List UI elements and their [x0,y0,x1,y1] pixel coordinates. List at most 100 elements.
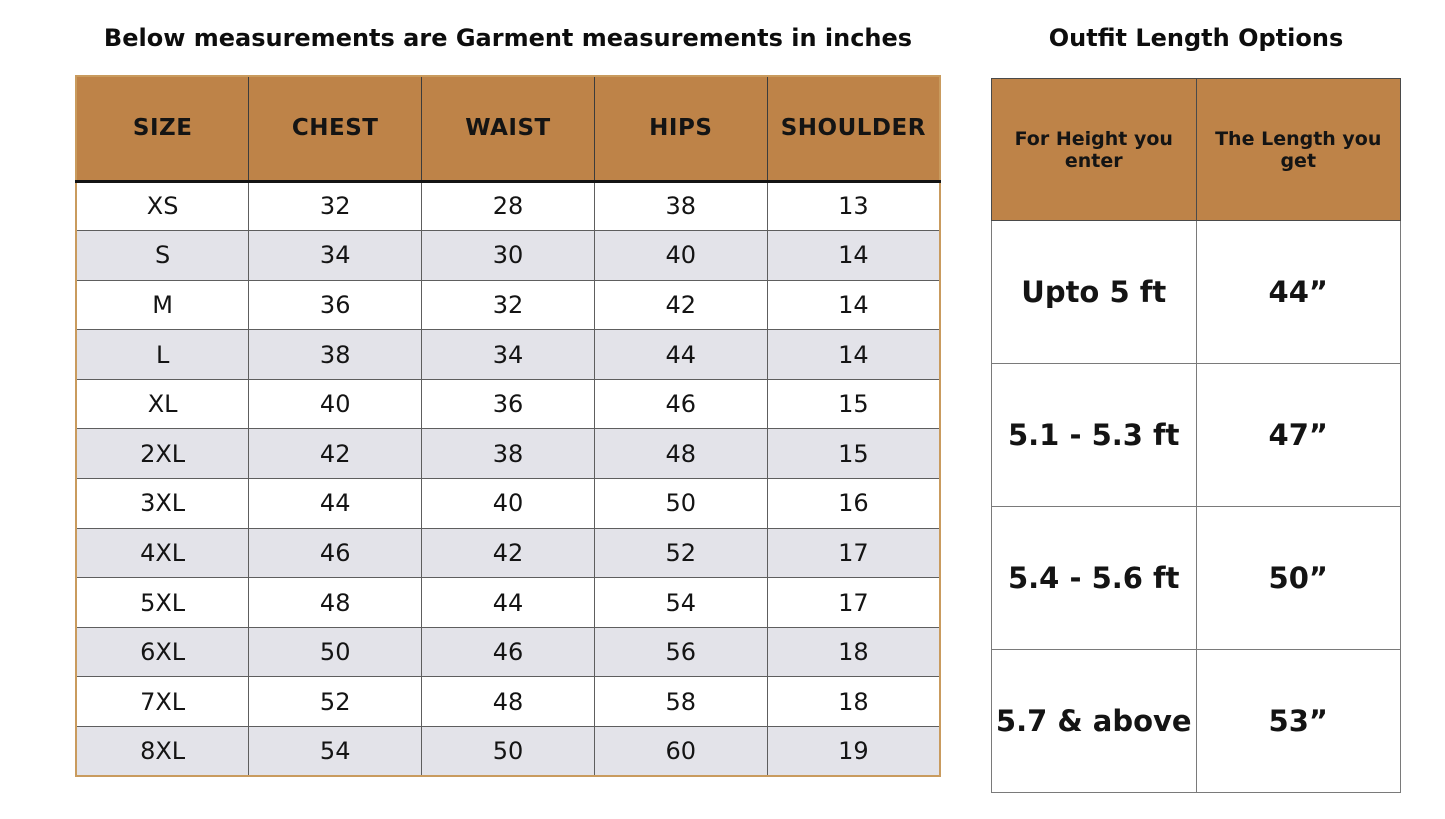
table-cell: 52 [593,527,768,579]
table-cell: S [75,230,250,281]
table-cell: 50 [248,626,423,678]
table-row: 3XL 44 40 50 16 [75,478,941,529]
table-cell: 44” [1195,220,1401,364]
table-row: L 38 34 44 14 [75,329,941,380]
table-cell: 17 [766,527,941,579]
length-table-header: For Height you enter The Length you get [991,78,1401,221]
table-cell: 15 [766,378,941,430]
table-row: 5.7 & above 53” [991,649,1401,793]
table-cell: 42 [593,279,768,331]
size-measurements-table: SIZE CHEST WAIST HIPS SHOULDER XS 32 28 38 1… [75,75,941,778]
table-cell: 17 [766,577,941,628]
size-table-header: SIZE CHEST WAIST HIPS SHOULDER [75,76,941,183]
table-cell: 14 [766,230,941,281]
table-cell: 44 [248,478,423,529]
table-cell: 36 [248,279,423,331]
table-cell: 38 [248,329,423,380]
table-cell: 40 [248,378,423,430]
table-row: 4XL 46 42 52 17 [75,527,941,579]
column-header-chest: CHEST [248,76,423,183]
table-row: Upto 5 ft 44” [991,220,1401,364]
table-cell: 5.7 & above [991,649,1197,793]
column-header-waist: WAIST [421,76,595,183]
column-header-length: The Length you get [1195,78,1401,221]
table-cell: 5XL [75,577,250,628]
table-cell: 32 [248,180,423,232]
table-cell: 18 [766,676,941,728]
table-cell: XS [75,180,250,232]
table-cell: 47” [1195,363,1401,507]
table-cell: 7XL [75,676,250,728]
table-row: 5.1 - 5.3 ft 47” [991,363,1401,507]
outfit-length-table: For Height you enter The Length you get … [991,78,1401,793]
table-cell: 14 [766,279,941,331]
column-header-size: SIZE [75,76,250,183]
table-cell: XL [75,378,250,430]
table-cell: 5.1 - 5.3 ft [991,363,1197,507]
table-cell: 48 [248,577,423,628]
table-cell: 60 [593,726,768,777]
table-cell: 50” [1195,506,1401,650]
table-cell: 4XL [75,527,250,579]
column-header-height: For Height you enter [991,78,1197,221]
table-row: 6XL 50 46 56 18 [75,626,941,678]
table-cell: 36 [421,378,595,430]
table-cell: 50 [421,726,595,777]
table-row: 7XL 52 48 58 18 [75,676,941,728]
table-cell: 46 [248,527,423,579]
outfit-length-section: Outfit Length Options For Height you ent… [991,22,1401,793]
table-header-row: SIZE CHEST WAIST HIPS SHOULDER [75,76,941,183]
table-cell: 48 [421,676,595,728]
table-cell: 3XL [75,478,250,529]
table-cell: 54 [248,726,423,777]
table-cell: 40 [593,230,768,281]
column-header-shoulder: SHOULDER [766,76,941,183]
table-cell: 40 [421,478,595,529]
table-cell: 14 [766,329,941,380]
table-cell: 44 [593,329,768,380]
outfit-length-title: Outfit Length Options [1048,24,1344,52]
table-cell: M [75,279,250,331]
table-cell: 5.4 - 5.6 ft [991,506,1197,650]
garment-measurements-section: Below measurements are Garment measureme… [75,22,941,778]
table-row: XL 40 36 46 15 [75,378,941,430]
column-header-hips: HIPS [593,76,768,183]
table-cell: 30 [421,230,595,281]
table-row: M 36 32 42 14 [75,279,941,331]
table-cell: 13 [766,180,941,232]
table-cell: 58 [593,676,768,728]
table-cell: 16 [766,478,941,529]
table-cell: 19 [766,726,941,777]
table-cell: 44 [421,577,595,628]
table-cell: 32 [421,279,595,331]
table-cell: 38 [593,180,768,232]
table-cell: 54 [593,577,768,628]
table-row: S 34 30 40 14 [75,230,941,281]
table-cell: 28 [421,180,595,232]
table-cell: 50 [593,478,768,529]
table-row: 2XL 42 38 48 15 [75,428,941,480]
table-cell: Upto 5 ft [991,220,1197,364]
table-cell: 8XL [75,726,250,777]
table-cell: 48 [593,428,768,480]
table-cell: 52 [248,676,423,728]
table-cell: 34 [248,230,423,281]
table-cell: 18 [766,626,941,678]
table-cell: 53” [1195,649,1401,793]
table-row: 5.4 - 5.6 ft 50” [991,506,1401,650]
table-cell: 34 [421,329,595,380]
garment-measurements-title: Below measurements are Garment measureme… [103,24,913,52]
table-cell: 46 [421,626,595,678]
table-row: XS 32 28 38 13 [75,180,941,232]
table-row: 5XL 48 44 54 17 [75,577,941,628]
table-cell: 2XL [75,428,250,480]
table-cell: 38 [421,428,595,480]
table-cell: 46 [593,378,768,430]
size-table-body: XS 32 28 38 13 S 34 30 40 14 M 36 32 42 14 L 38 34 44 14 XL 4… [75,180,941,777]
table-header-row: For Height you enter The Length you get [991,78,1401,221]
length-table-body: Upto 5 ft 44” 5.1 - 5.3 ft 47” 5.4 - 5.6 ft 5… [991,220,1401,793]
table-cell: 56 [593,626,768,678]
table-cell: 42 [248,428,423,480]
table-cell: 42 [421,527,595,579]
table-cell: 6XL [75,626,250,678]
